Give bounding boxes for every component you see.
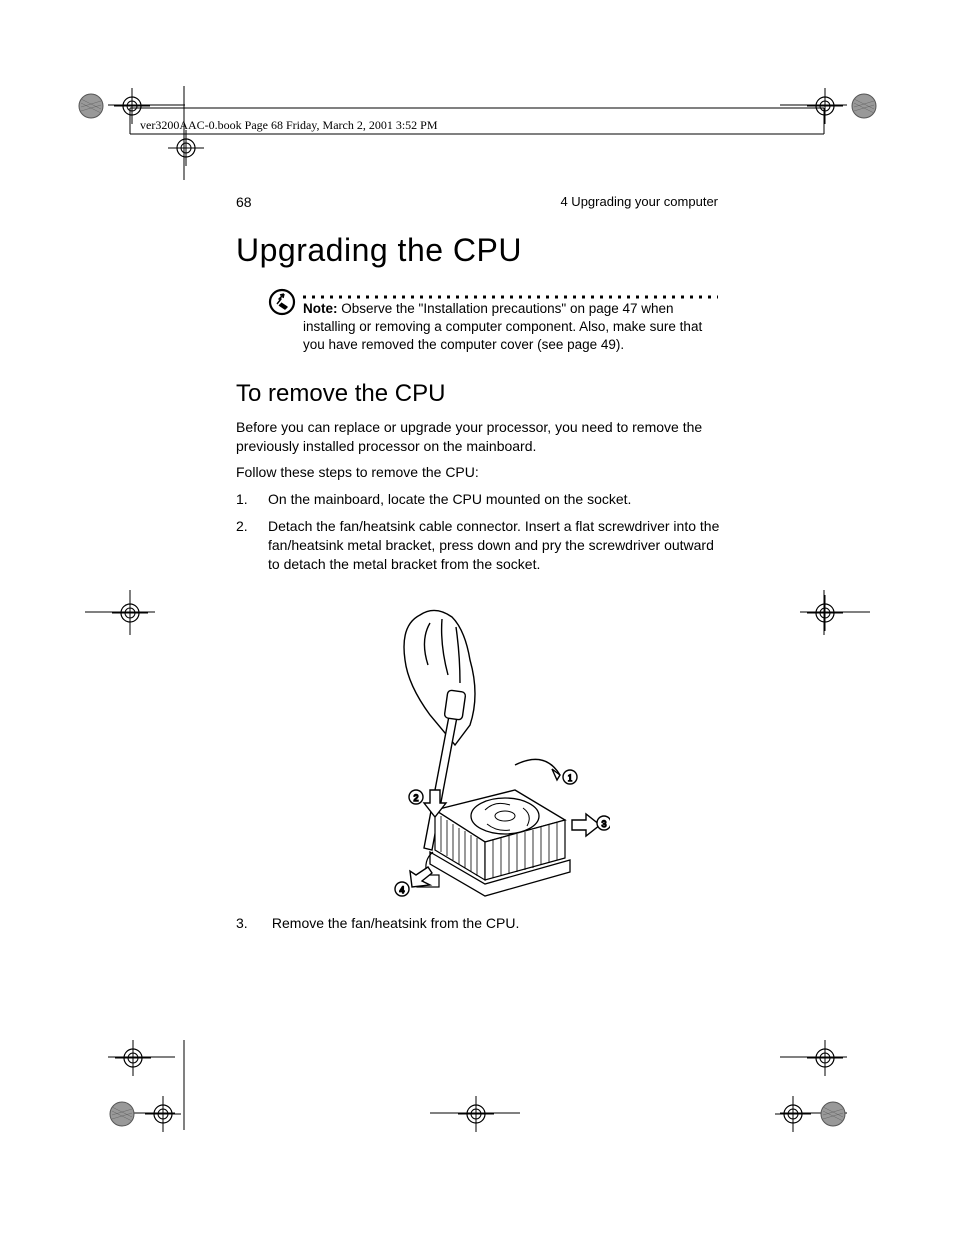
- registration-mark-icon: [166, 128, 206, 168]
- registration-mark-icon: [805, 1038, 845, 1078]
- cpu-removal-figure: 1 2 3 4: [360, 605, 610, 905]
- step-number: 1.: [236, 490, 248, 509]
- print-target-icon: [109, 1101, 135, 1127]
- step-text: Detach the fan/heatsink cable connector.…: [268, 518, 719, 572]
- print-target-icon: [78, 93, 104, 119]
- callout-label: 3: [601, 819, 606, 829]
- print-target-icon: [851, 93, 877, 119]
- step-list: 1. On the mainboard, locate the CPU moun…: [236, 490, 721, 582]
- registration-mark-icon: [773, 1094, 813, 1134]
- note-icon: [268, 288, 296, 316]
- step-item: 2. Detach the fan/heatsink cable connect…: [236, 517, 721, 574]
- section-title: To remove the CPU: [236, 380, 445, 408]
- registration-mark-icon: [456, 1094, 496, 1134]
- callout-label: 2: [413, 793, 418, 803]
- intro-paragraph: Before you can replace or upgrade your p…: [236, 418, 716, 456]
- step-number: 2.: [236, 517, 248, 536]
- callout-label: 4: [399, 885, 404, 895]
- step-item: 3. Remove the fan/heatsink from the CPU.: [236, 915, 716, 931]
- registration-mark-icon: [805, 86, 845, 126]
- registration-mark-icon: [805, 593, 845, 633]
- registration-mark-icon: [143, 1094, 183, 1134]
- note-label: Note:: [303, 301, 338, 316]
- step-text: Remove the fan/heatsink from the CPU.: [272, 915, 519, 931]
- step-item: 1. On the mainboard, locate the CPU moun…: [236, 490, 721, 509]
- chapter-label: 4 Upgrading your computer: [560, 194, 718, 209]
- page-number: 68: [236, 194, 252, 210]
- page-title: Upgrading the CPU: [236, 232, 522, 269]
- callout-label: 1: [568, 773, 573, 783]
- step-text: On the mainboard, locate the CPU mounted…: [268, 491, 631, 507]
- follow-paragraph: Follow these steps to remove the CPU:: [236, 464, 479, 480]
- document-page: ver3200AAC-0.book Page 68 Friday, March …: [0, 0, 954, 1235]
- note-text: Note: Observe the "Installation precauti…: [303, 300, 703, 355]
- step-number: 3.: [236, 915, 268, 931]
- dotted-divider: [303, 286, 718, 290]
- note-body: Observe the "Installation precautions" o…: [303, 301, 702, 352]
- running-header: ver3200AAC-0.book Page 68 Friday, March …: [140, 118, 438, 133]
- registration-mark-icon: [110, 593, 150, 633]
- registration-mark-icon: [113, 1038, 153, 1078]
- print-target-icon: [820, 1101, 846, 1127]
